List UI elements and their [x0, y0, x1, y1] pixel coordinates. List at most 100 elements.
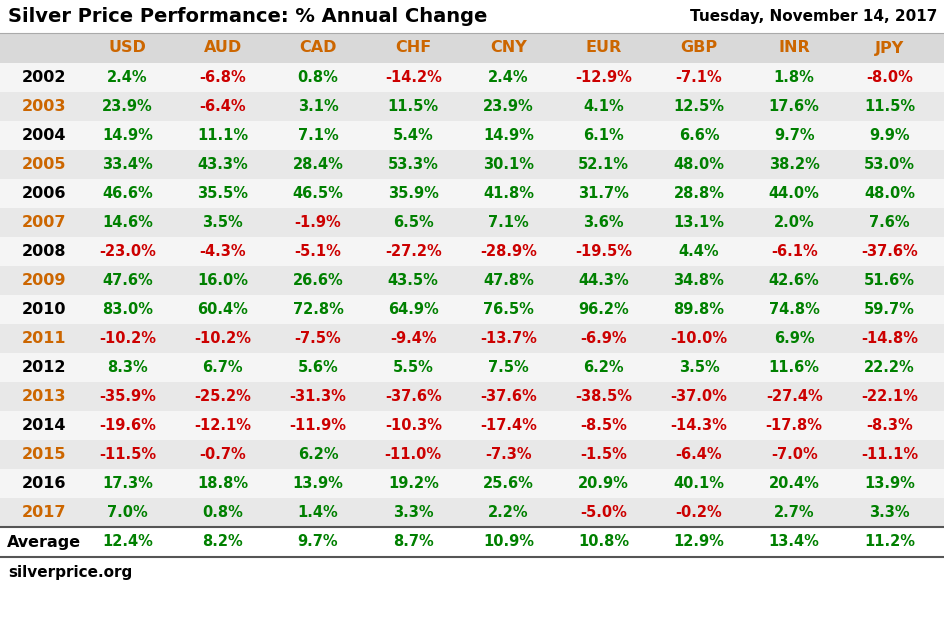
- Text: 41.8%: 41.8%: [482, 186, 533, 201]
- Text: JPY: JPY: [874, 40, 903, 55]
- Text: -12.9%: -12.9%: [575, 70, 632, 85]
- Text: -8.0%: -8.0%: [865, 70, 912, 85]
- Text: 12.4%: 12.4%: [102, 534, 153, 549]
- Text: 9.7%: 9.7%: [773, 128, 814, 143]
- Text: 13.9%: 13.9%: [863, 476, 914, 491]
- Bar: [0, 179, 944, 208]
- Text: 6.6%: 6.6%: [678, 128, 718, 143]
- Text: 96.2%: 96.2%: [578, 302, 629, 317]
- Text: 11.6%: 11.6%: [767, 360, 818, 375]
- Text: -7.5%: -7.5%: [295, 331, 341, 346]
- Text: 22.2%: 22.2%: [863, 360, 914, 375]
- Text: 1.8%: 1.8%: [773, 70, 814, 85]
- Text: 2004: 2004: [22, 128, 66, 143]
- Text: 2003: 2003: [22, 99, 66, 114]
- Text: Average: Average: [7, 534, 81, 549]
- Text: -11.0%: -11.0%: [384, 447, 442, 462]
- Text: -14.3%: -14.3%: [670, 418, 727, 433]
- Text: 43.3%: 43.3%: [197, 157, 248, 172]
- Text: 7.5%: 7.5%: [488, 360, 529, 375]
- Text: -37.6%: -37.6%: [384, 389, 441, 404]
- Text: -1.9%: -1.9%: [295, 215, 341, 230]
- Text: 18.8%: 18.8%: [197, 476, 248, 491]
- Text: 8.2%: 8.2%: [202, 534, 243, 549]
- Text: 7.1%: 7.1%: [297, 128, 338, 143]
- Text: 43.5%: 43.5%: [387, 273, 438, 288]
- Text: 10.8%: 10.8%: [578, 534, 629, 549]
- Text: 14.9%: 14.9%: [102, 128, 153, 143]
- Bar: [0, 557, 944, 587]
- Text: 40.1%: 40.1%: [673, 476, 724, 491]
- Bar: [0, 92, 944, 121]
- Text: GBP: GBP: [680, 40, 716, 55]
- Text: 2002: 2002: [22, 70, 66, 85]
- Bar: [0, 295, 944, 324]
- Bar: [0, 121, 944, 150]
- Text: 89.8%: 89.8%: [673, 302, 724, 317]
- Text: 42.6%: 42.6%: [768, 273, 818, 288]
- Text: -23.0%: -23.0%: [99, 244, 156, 259]
- Text: 83.0%: 83.0%: [102, 302, 153, 317]
- Text: 7.0%: 7.0%: [107, 505, 148, 520]
- Text: 74.8%: 74.8%: [767, 302, 818, 317]
- Text: 6.5%: 6.5%: [393, 215, 433, 230]
- Text: 2.7%: 2.7%: [773, 505, 814, 520]
- Text: INR: INR: [778, 40, 809, 55]
- Text: -10.2%: -10.2%: [99, 331, 156, 346]
- Text: 3.5%: 3.5%: [678, 360, 718, 375]
- Text: 3.3%: 3.3%: [868, 505, 909, 520]
- Text: -37.0%: -37.0%: [670, 389, 727, 404]
- Text: 53.0%: 53.0%: [863, 157, 914, 172]
- Text: silverprice.org: silverprice.org: [8, 565, 132, 580]
- Text: -6.8%: -6.8%: [199, 70, 246, 85]
- Text: 47.6%: 47.6%: [102, 273, 153, 288]
- Text: -22.1%: -22.1%: [860, 389, 917, 404]
- Text: 44.0%: 44.0%: [767, 186, 818, 201]
- Text: 2008: 2008: [22, 244, 66, 259]
- Bar: [0, 353, 944, 382]
- Text: 5.5%: 5.5%: [393, 360, 433, 375]
- Text: 5.4%: 5.4%: [393, 128, 433, 143]
- Text: USD: USD: [109, 40, 146, 55]
- Text: 2006: 2006: [22, 186, 66, 201]
- Text: -0.2%: -0.2%: [675, 505, 721, 520]
- Text: 59.7%: 59.7%: [863, 302, 914, 317]
- Text: -13.7%: -13.7%: [480, 331, 536, 346]
- Bar: [0, 266, 944, 295]
- Text: -6.4%: -6.4%: [675, 447, 721, 462]
- Text: -5.0%: -5.0%: [580, 505, 627, 520]
- Text: -11.9%: -11.9%: [289, 418, 346, 433]
- Text: -27.2%: -27.2%: [384, 244, 441, 259]
- Text: 11.2%: 11.2%: [863, 534, 914, 549]
- Text: -11.5%: -11.5%: [99, 447, 156, 462]
- Text: 9.7%: 9.7%: [297, 534, 338, 549]
- Text: -8.5%: -8.5%: [580, 418, 627, 433]
- Text: -19.5%: -19.5%: [575, 244, 632, 259]
- Text: 2009: 2009: [22, 273, 66, 288]
- Text: CNY: CNY: [490, 40, 527, 55]
- Text: CHF: CHF: [395, 40, 431, 55]
- Text: 6.2%: 6.2%: [297, 447, 338, 462]
- Text: -10.0%: -10.0%: [669, 331, 727, 346]
- Text: 31.7%: 31.7%: [578, 186, 629, 201]
- Text: 5.6%: 5.6%: [297, 360, 338, 375]
- Text: 3.3%: 3.3%: [393, 505, 433, 520]
- Text: 2.2%: 2.2%: [488, 505, 529, 520]
- Text: 3.5%: 3.5%: [202, 215, 243, 230]
- Text: -4.3%: -4.3%: [199, 244, 245, 259]
- Text: 28.8%: 28.8%: [673, 186, 724, 201]
- Bar: [0, 33, 944, 63]
- Bar: [0, 498, 944, 527]
- Text: 25.6%: 25.6%: [482, 476, 533, 491]
- Text: 11.5%: 11.5%: [863, 99, 914, 114]
- Bar: [0, 324, 944, 353]
- Text: -10.3%: -10.3%: [384, 418, 441, 433]
- Text: -12.1%: -12.1%: [194, 418, 251, 433]
- Text: -7.3%: -7.3%: [484, 447, 531, 462]
- Text: 1.4%: 1.4%: [297, 505, 338, 520]
- Text: 52.1%: 52.1%: [578, 157, 629, 172]
- Text: 23.9%: 23.9%: [102, 99, 153, 114]
- Text: -11.1%: -11.1%: [860, 447, 917, 462]
- Text: 46.6%: 46.6%: [102, 186, 153, 201]
- Text: 44.3%: 44.3%: [578, 273, 629, 288]
